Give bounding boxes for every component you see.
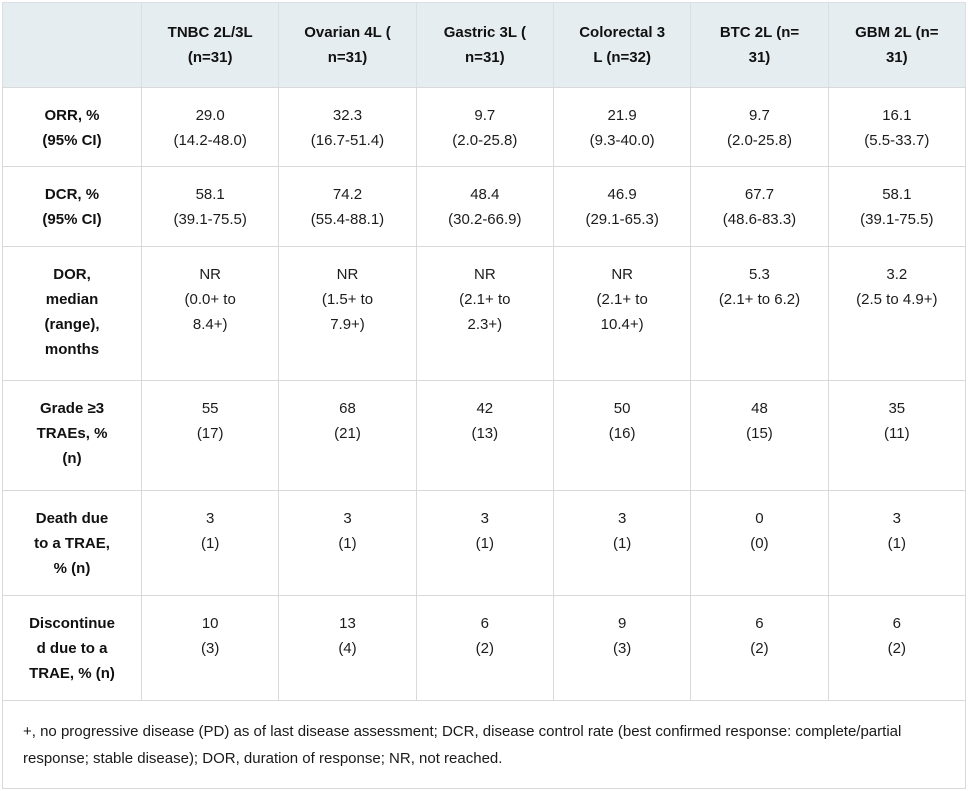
column-header-gbm: GBM 2L (n= 31) [827, 2, 967, 88]
data-cell: 58.1 (39.1-75.5) [827, 166, 967, 247]
data-cell: 67.7 (48.6-83.3) [690, 166, 829, 247]
data-cell: 10 (3) [140, 595, 280, 701]
data-cell: 3 (1) [415, 490, 554, 596]
table-row-dcr: DCR, % (95% CI) 58.1 (39.1-75.5) 74.2 (5… [2, 166, 967, 247]
data-cell: 29.0 (14.2-48.0) [140, 87, 280, 167]
data-cell: 74.2 (55.4-88.1) [278, 166, 417, 247]
column-header-gastric: Gastric 3L ( n=31) [415, 2, 554, 88]
column-header-btc: BTC 2L (n= 31) [690, 2, 829, 88]
data-cell: NR (2.1+ to 2.3+) [415, 246, 554, 381]
table-row-orr: ORR, % (95% CI) 29.0 (14.2-48.0) 32.3 (1… [2, 87, 967, 167]
header-row: TNBC 2L/3L (n=31) Ovarian 4L ( n=31) Gas… [2, 2, 967, 88]
row-label-discontinued-trae: Discontinue d due to a TRAE, % (n) [2, 595, 142, 701]
data-cell: 58.1 (39.1-75.5) [140, 166, 280, 247]
data-cell: 55 (17) [140, 380, 280, 491]
data-cell: 42 (13) [415, 380, 554, 491]
data-cell: 9 (3) [552, 595, 692, 701]
data-cell: 3 (1) [278, 490, 417, 596]
data-cell: 9.7 (2.0-25.8) [690, 87, 829, 167]
column-header-colorectal: Colorectal 3 L (n=32) [552, 2, 692, 88]
data-cell: 48 (15) [690, 380, 829, 491]
data-cell: 68 (21) [278, 380, 417, 491]
data-cell: 50 (16) [552, 380, 692, 491]
data-cell: 6 (2) [827, 595, 967, 701]
data-cell: 5.3 (2.1+ to 6.2) [690, 246, 829, 381]
column-header-tnbc: TNBC 2L/3L (n=31) [140, 2, 280, 88]
data-cell: 3 (1) [552, 490, 692, 596]
data-cell: 9.7 (2.0-25.8) [415, 87, 554, 167]
data-cell: 6 (2) [415, 595, 554, 701]
data-cell: NR (2.1+ to 10.4+) [552, 246, 692, 381]
table-row-discontinued-trae: Discontinue d due to a TRAE, % (n) 10 (3… [2, 595, 967, 701]
data-cell: 3 (1) [140, 490, 280, 596]
corner-header-cell [2, 2, 142, 88]
row-label-orr: ORR, % (95% CI) [2, 87, 142, 167]
table-row-death-trae: Death due to a TRAE, % (n) 3 (1) 3 (1) 3… [2, 490, 967, 596]
data-cell: NR (1.5+ to 7.9+) [278, 246, 417, 381]
footnote-row: +, no progressive disease (PD) as of las… [2, 700, 966, 789]
data-cell: 46.9 (29.1-65.3) [552, 166, 692, 247]
data-cell: 21.9 (9.3-40.0) [552, 87, 692, 167]
row-label-dor: DOR, median (range), months [2, 246, 142, 381]
table-row-dor: DOR, median (range), months NR (0.0+ to … [2, 246, 967, 381]
data-cell: 3.2 (2.5 to 4.9+) [827, 246, 967, 381]
data-cell: NR (0.0+ to 8.4+) [140, 246, 280, 381]
column-header-ovarian: Ovarian 4L ( n=31) [278, 2, 417, 88]
footnote: +, no progressive disease (PD) as of las… [2, 700, 966, 789]
row-label-death-trae: Death due to a TRAE, % (n) [2, 490, 142, 596]
data-cell: 13 (4) [278, 595, 417, 701]
data-cell: 35 (11) [827, 380, 967, 491]
data-cell: 6 (2) [690, 595, 829, 701]
data-cell: 32.3 (16.7-51.4) [278, 87, 417, 167]
row-label-grade3-traes: Grade ≥3 TRAEs, % (n) [2, 380, 142, 491]
data-cell: 0 (0) [690, 490, 829, 596]
table-row-grade3-traes: Grade ≥3 TRAEs, % (n) 55 (17) 68 (21) 42… [2, 380, 967, 491]
data-cell: 3 (1) [827, 490, 967, 596]
row-label-dcr: DCR, % (95% CI) [2, 166, 142, 247]
data-cell: 48.4 (30.2-66.9) [415, 166, 554, 247]
data-cell: 16.1 (5.5-33.7) [827, 87, 967, 167]
